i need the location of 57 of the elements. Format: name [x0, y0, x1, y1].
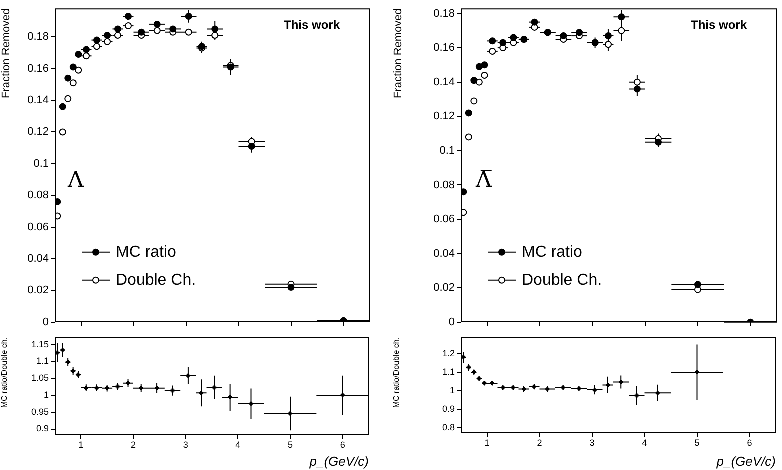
y-tick-label: 0.12 — [28, 126, 49, 138]
y-tick-label: 1.05 — [31, 373, 49, 384]
y-axis-title: MC ratio/Double ch. — [392, 337, 402, 408]
x-tick-label: 5 — [288, 440, 294, 450]
y-tick-label: 0.1 — [440, 144, 455, 157]
y-tick-label: 0 — [42, 316, 49, 328]
y-axis-title: Fraction Removed — [392, 8, 405, 98]
y-tick-label: 0.9 — [36, 424, 49, 434]
y-tick-label: 0.95 — [31, 406, 49, 417]
y-tick-label: 0.18 — [28, 31, 49, 44]
y-tick-label: 0.06 — [28, 221, 49, 234]
x-axis-title: p_(GeV/c) — [308, 454, 369, 469]
y-tick-label: 0 — [448, 316, 455, 328]
y-tick-label: 0.08 — [434, 179, 455, 192]
y-axis-title: MC ratio/Double ch. — [0, 337, 10, 408]
x-tick-label: 2 — [537, 438, 542, 448]
y-tick-label: 1 — [450, 385, 455, 396]
x-tick-label: 3 — [590, 438, 595, 448]
x-tick-label: 4 — [642, 438, 648, 448]
x-tick-label: 2 — [130, 440, 136, 450]
y-tick-label: 0.08 — [28, 190, 49, 202]
annotation: This work — [284, 18, 340, 32]
y-tick-label: 0.14 — [434, 76, 455, 88]
y-tick-label: 1.15 — [31, 339, 49, 350]
y-tick-label: 1.2 — [442, 348, 455, 358]
y-tick-label: 0.18 — [434, 8, 455, 20]
x-tick-label: 6 — [747, 438, 752, 448]
x-tick-label: 4 — [236, 440, 241, 450]
y-axis-title: Fraction Removed — [0, 8, 13, 98]
y-tick-label: 0.04 — [434, 248, 455, 260]
y-tick-label: 0.1 — [34, 158, 49, 170]
annotation: Λ̅ — [475, 168, 493, 193]
legend-label: Double Ch. — [116, 272, 196, 289]
y-tick-label: 0.16 — [434, 42, 455, 54]
y-tick-label: 0.8 — [442, 422, 455, 432]
y-tick-label: 0.9 — [442, 404, 455, 414]
x-tick-label: 6 — [340, 440, 346, 450]
legend-label: MC ratio — [116, 244, 177, 261]
y-tick-label: 0.12 — [434, 110, 455, 123]
x-tick-label: 1 — [78, 440, 84, 450]
legend-label: MC ratio — [522, 244, 583, 261]
x-tick-label: 1 — [484, 438, 490, 448]
x-tick-label: 5 — [694, 438, 700, 448]
legend-label: Double Ch. — [522, 272, 602, 289]
y-tick-label: 1 — [44, 390, 49, 400]
y-tick-label: 0.06 — [434, 214, 455, 226]
y-tick-label: 1.1 — [442, 366, 455, 377]
y-tick-label: 1.1 — [36, 356, 49, 366]
y-tick-label: 0.02 — [434, 282, 455, 294]
x-axis-title: p_(GeV/c) — [716, 454, 776, 469]
x-tick-label: 3 — [183, 440, 188, 450]
y-tick-label: 0.04 — [28, 253, 49, 266]
annotation: Λ — [67, 168, 85, 193]
y-tick-label: 0.16 — [28, 62, 49, 75]
annotation: This work — [690, 18, 748, 32]
y-tick-label: 0.02 — [28, 284, 49, 297]
y-tick-label: 0.14 — [28, 94, 49, 107]
